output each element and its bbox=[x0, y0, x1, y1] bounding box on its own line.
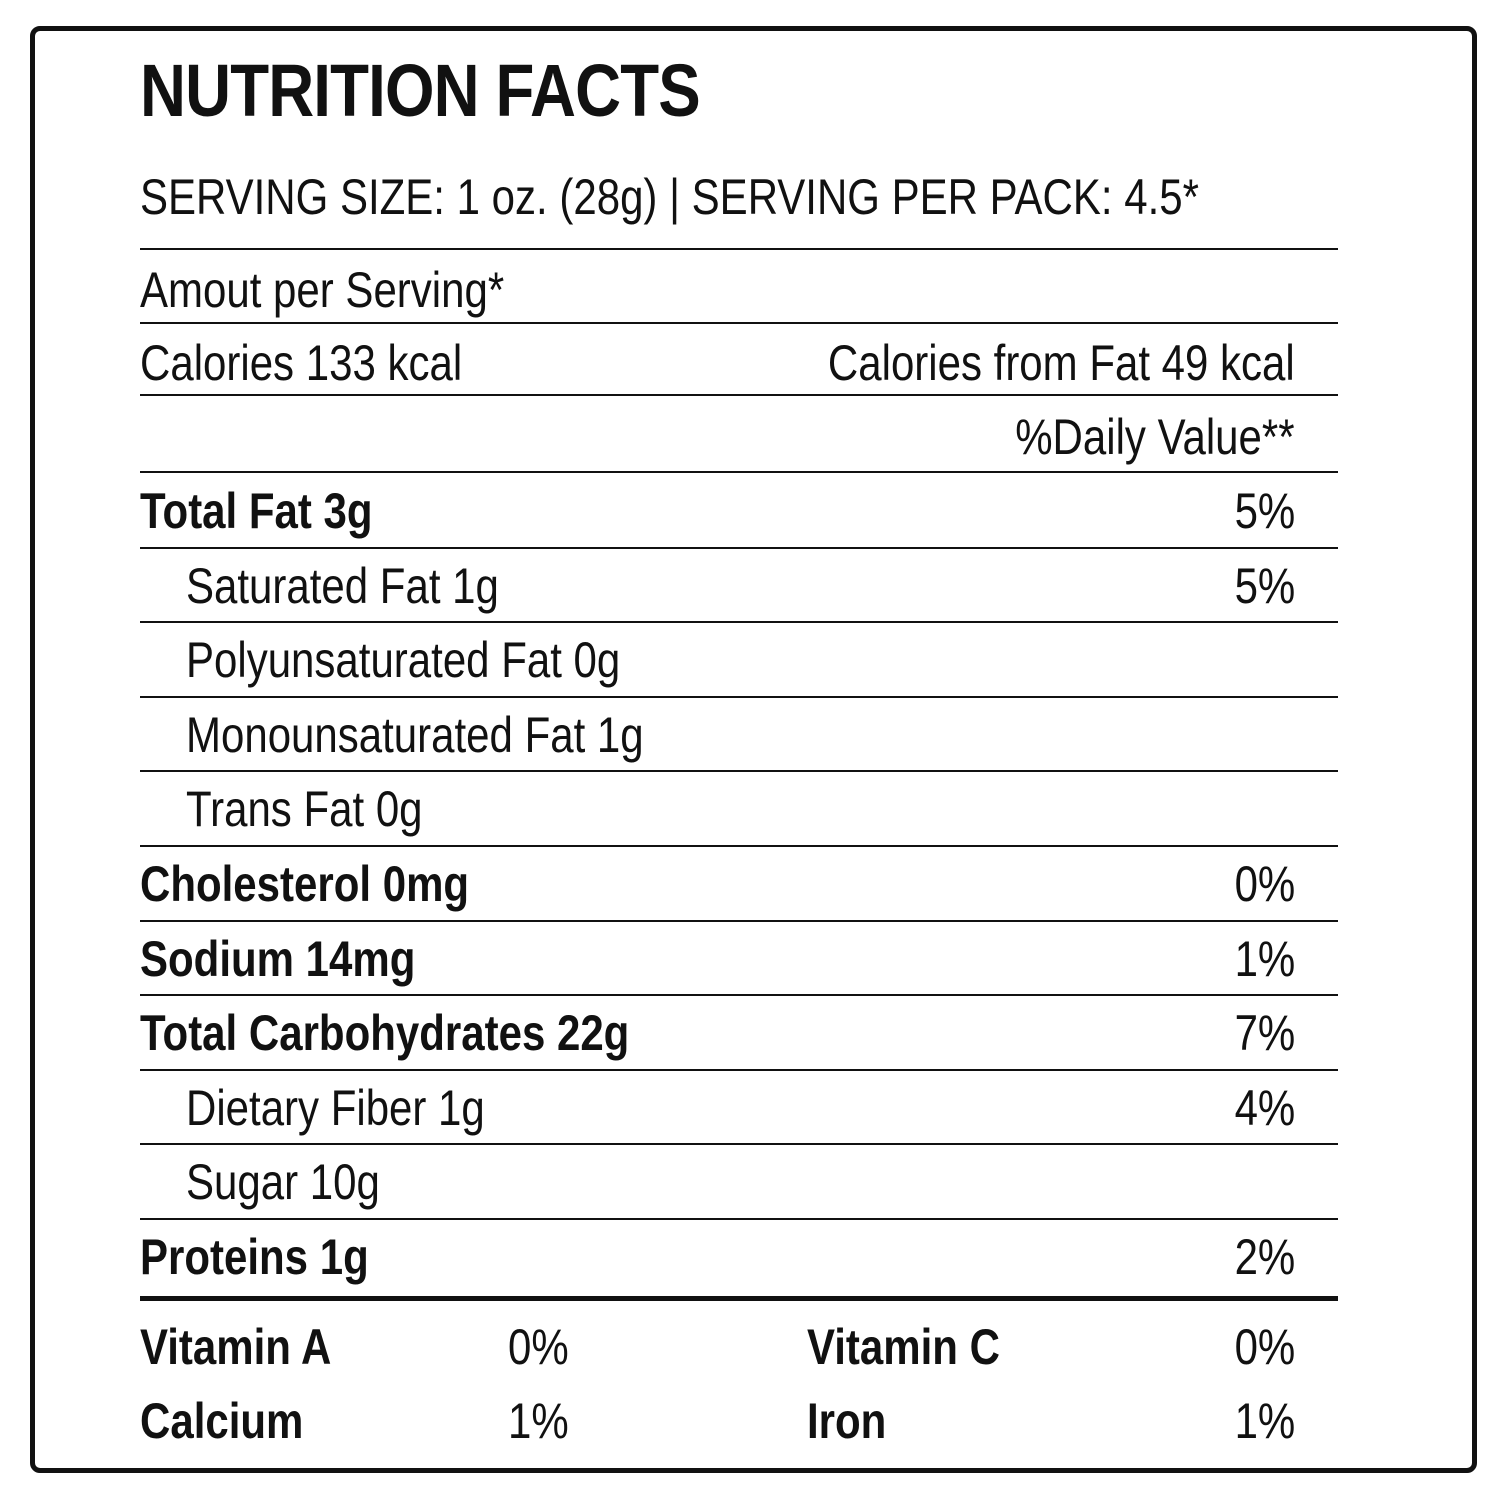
vitamin-row: Vitamin A 0% Vitamin C 0% bbox=[140, 1312, 1295, 1382]
nutrient-daily-value: 2% bbox=[1234, 1229, 1295, 1285]
divider bbox=[140, 994, 1338, 997]
vitamin-name: Iron bbox=[807, 1393, 887, 1449]
nutrient-row: Saturated Fat 1g 5% bbox=[140, 551, 1295, 621]
divider bbox=[140, 845, 1338, 847]
divider bbox=[140, 1068, 1338, 1071]
nutrient-label: Total Fat 3g bbox=[140, 483, 373, 539]
calories-value: Calories 133 kcal bbox=[140, 335, 463, 391]
nutrient-row: Total Carbohydrates 22g 7% bbox=[140, 998, 1295, 1068]
divider bbox=[140, 770, 1338, 773]
vitamin-name: Vitamin A bbox=[140, 1319, 332, 1375]
nutrition-label-frame bbox=[30, 26, 1477, 1473]
nutrient-daily-value: 4% bbox=[1234, 1079, 1295, 1136]
nutrient-daily-value: 1% bbox=[1234, 930, 1295, 987]
amount-per-serving: Amout per Serving* bbox=[140, 262, 505, 318]
vitamin-daily-value: 0% bbox=[1234, 1319, 1295, 1375]
nutrient-label: Monounsaturated Fat 1g bbox=[186, 706, 644, 763]
nutrient-row: Total Fat 3g 5% bbox=[140, 476, 1295, 546]
nutrient-row: Cholesterol 0mg 0% bbox=[140, 849, 1295, 919]
label-title: NUTRITION FACTS bbox=[140, 49, 701, 132]
nutrient-daily-value: 0% bbox=[1234, 856, 1295, 912]
vitamin-daily-value: 0% bbox=[508, 1319, 569, 1375]
nutrient-label: Polyunsaturated Fat 0g bbox=[186, 632, 621, 689]
daily-value-header-row: %Daily Value** bbox=[140, 402, 1295, 472]
nutrient-daily-value: 5% bbox=[1234, 483, 1295, 539]
nutrient-label: Saturated Fat 1g bbox=[186, 557, 499, 614]
nutrient-label: Sugar 10g bbox=[186, 1154, 380, 1211]
nutrient-row: Proteins 1g 2% bbox=[140, 1222, 1295, 1292]
divider bbox=[140, 695, 1338, 698]
serving-info: SERVING SIZE: 1 oz. (28g) | SERVING PER … bbox=[140, 169, 1199, 225]
nutrient-row: Polyunsaturated Fat 0g bbox=[140, 625, 1295, 695]
nutrient-label: Sodium 14mg bbox=[140, 930, 416, 987]
divider bbox=[140, 248, 1338, 250]
divider bbox=[140, 1218, 1338, 1220]
vitamin-daily-value: 1% bbox=[508, 1393, 569, 1449]
nutrient-label: Trans Fat 0g bbox=[186, 781, 423, 838]
nutrient-label: Proteins 1g bbox=[140, 1229, 369, 1285]
nutrient-row: Sodium 14mg 1% bbox=[140, 924, 1295, 994]
divider bbox=[140, 919, 1338, 922]
divider bbox=[140, 546, 1338, 549]
vitamin-name: Vitamin C bbox=[807, 1319, 1000, 1375]
nutrient-daily-value: 7% bbox=[1234, 1005, 1295, 1062]
calories-from-fat: Calories from Fat 49 kcal bbox=[828, 335, 1295, 391]
nutrient-row: Monounsaturated Fat 1g bbox=[140, 700, 1295, 770]
nutrient-label: Dietary Fiber 1g bbox=[186, 1079, 485, 1136]
nutrient-daily-value: 5% bbox=[1234, 557, 1295, 614]
nutrient-row: Trans Fat 0g bbox=[140, 774, 1295, 844]
calories-row: Calories 133 kcal Calories from Fat 49 k… bbox=[140, 328, 1295, 398]
thick-divider bbox=[140, 1296, 1338, 1301]
divider bbox=[140, 621, 1338, 624]
divider bbox=[140, 1143, 1338, 1146]
nutrient-label: Total Carbohydrates 22g bbox=[140, 1005, 630, 1062]
nutrient-label: Cholesterol 0mg bbox=[140, 856, 470, 912]
nutrient-row: Dietary Fiber 1g 4% bbox=[140, 1073, 1295, 1143]
nutrient-row: Sugar 10g bbox=[140, 1147, 1295, 1217]
vitamin-name: Calcium bbox=[140, 1393, 304, 1449]
vitamin-daily-value: 1% bbox=[1234, 1393, 1295, 1449]
divider bbox=[140, 394, 1338, 396]
divider bbox=[140, 322, 1338, 324]
vitamin-row: Calcium 1% Iron 1% bbox=[140, 1386, 1295, 1456]
divider bbox=[140, 471, 1338, 473]
daily-value-header: %Daily Value** bbox=[1015, 409, 1295, 465]
